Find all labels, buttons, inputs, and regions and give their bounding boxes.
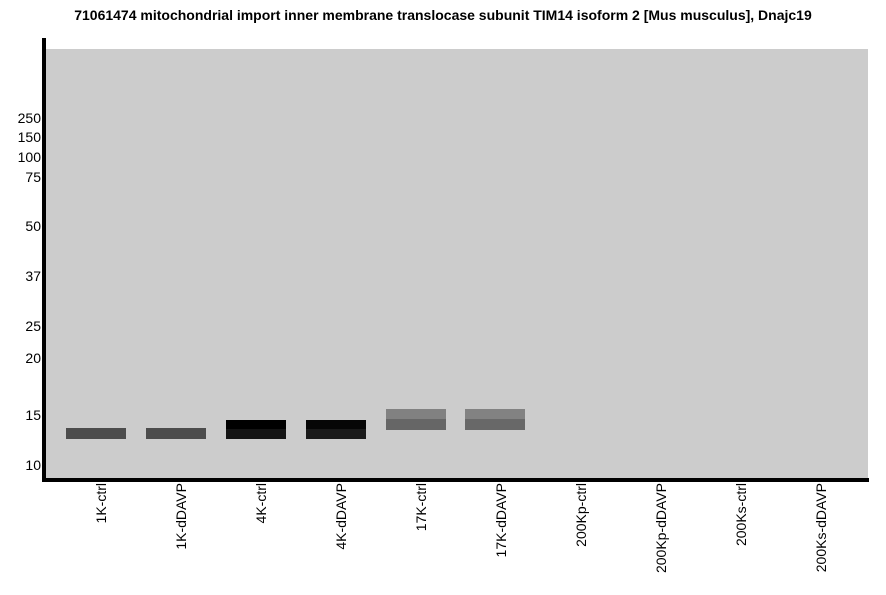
x-lane-label: 4K-dDAVP: [333, 483, 349, 550]
y-tick-label: 150: [17, 129, 41, 145]
figure-title: 71061474 mitochondrial import inner memb…: [74, 7, 812, 23]
y-tick-label: 37: [25, 268, 41, 284]
x-lane-label: 4K-ctrl: [253, 483, 269, 524]
x-lane-label: 17K-dDAVP: [493, 483, 509, 558]
y-tick-label: 25: [25, 318, 41, 334]
blot-band: [226, 420, 286, 439]
blot-band: [465, 409, 525, 430]
blot-band: [146, 428, 206, 439]
x-lane-label: 1K-dDAVP: [173, 483, 189, 550]
x-lane-label: 200Kp-dDAVP: [653, 483, 669, 574]
y-tick-label: 100: [17, 149, 41, 165]
blot-band: [386, 409, 446, 430]
y-tick-label: 15: [25, 407, 41, 423]
x-axis-line: [42, 478, 869, 482]
plot-area: [46, 49, 868, 478]
x-lane-label: 17K-ctrl: [413, 483, 429, 532]
y-tick-label: 75: [25, 169, 41, 185]
y-tick-label: 250: [17, 110, 41, 126]
blot-band: [66, 428, 126, 439]
x-lane-label: 200Kp-ctrl: [573, 483, 589, 547]
x-lane-label: 200Ks-dDAVP: [813, 483, 829, 573]
blot-band: [306, 420, 366, 439]
y-tick-label: 20: [25, 350, 41, 366]
y-tick-label: 50: [25, 218, 41, 234]
x-lane-label: 1K-ctrl: [93, 483, 109, 524]
y-axis-line: [42, 38, 46, 482]
y-tick-label: 10: [25, 457, 41, 473]
x-lane-label: 200Ks-ctrl: [733, 483, 749, 547]
